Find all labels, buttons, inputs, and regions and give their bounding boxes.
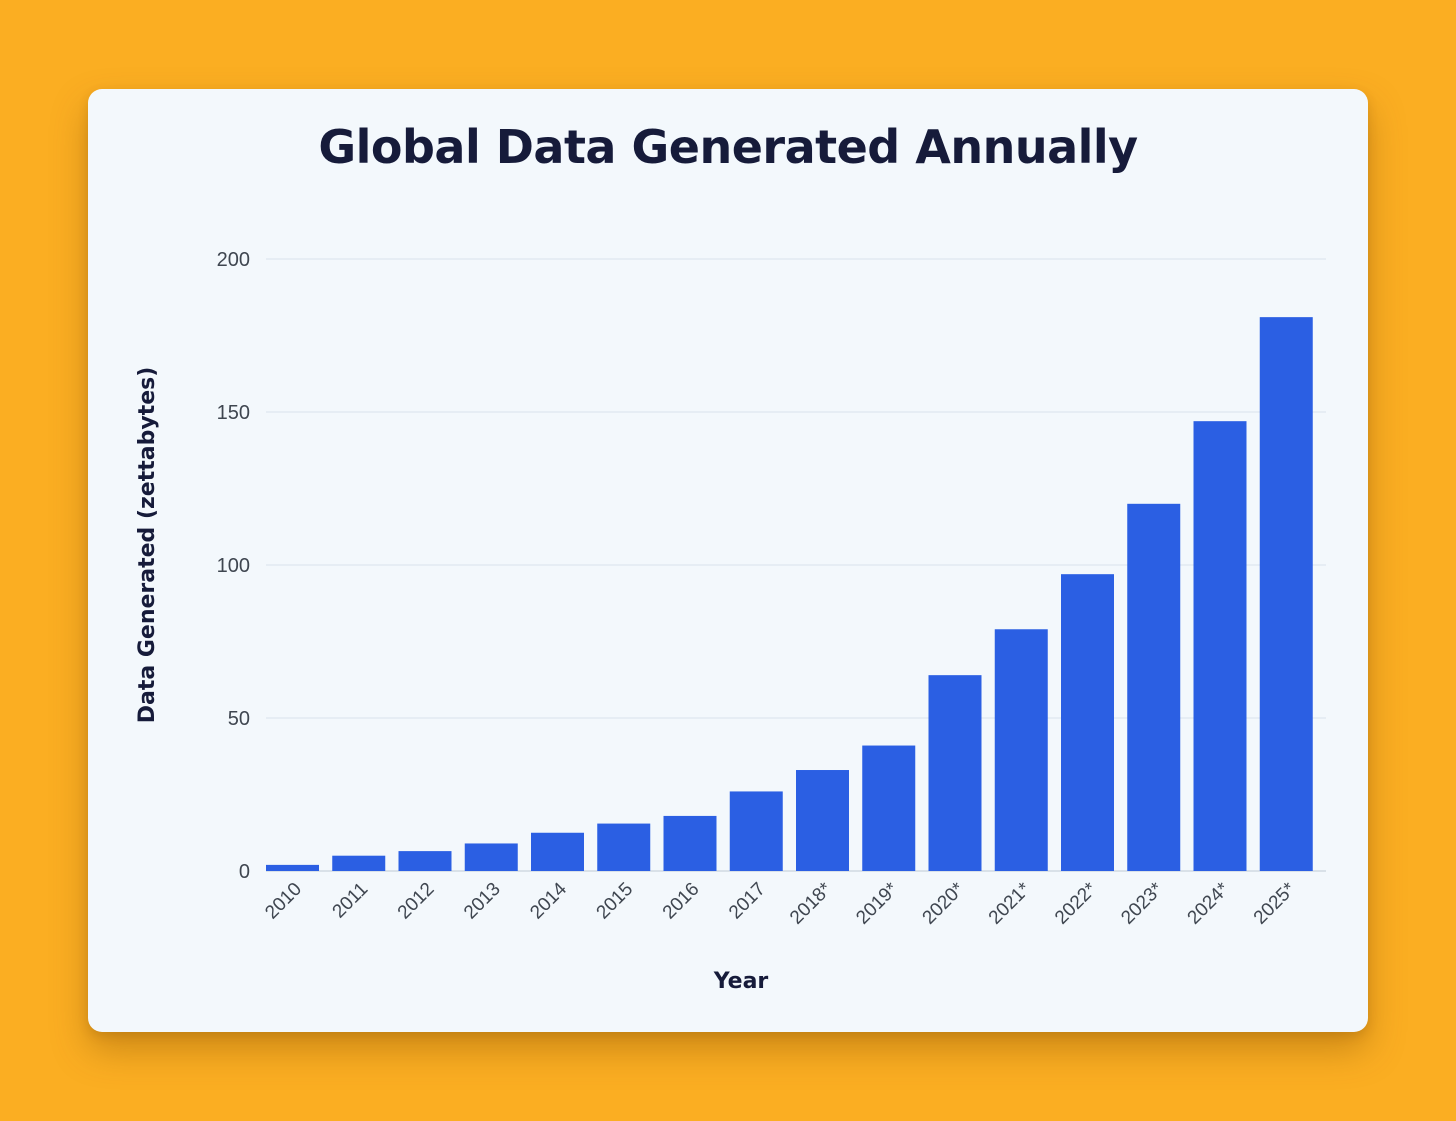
bar-2012 [398,851,452,871]
x-tick-label: 2012 [394,879,439,924]
x-tick-label: 2018* [786,878,836,928]
x-tick-label: 2010 [261,879,306,924]
x-tick-label: 2016 [659,879,704,924]
bar-2025-est [1259,317,1313,871]
y-axis-ticks: 0 50 100 150 200 [217,249,250,883]
y-axis-title: Data Generated (zettabytes) [135,367,160,724]
y-tick-label: 50 [228,708,250,730]
x-tick-label: 2021* [985,878,1035,928]
bar-2018-est [796,770,849,871]
x-tick-label: 2014 [526,878,571,923]
x-tick-label: 2015 [593,879,638,924]
x-tick-label: 2025* [1250,878,1300,928]
y-tick-label: 0 [239,861,250,883]
bar-2013 [464,843,518,871]
x-tick-label: 2019* [852,878,902,928]
y-tick-label: 150 [217,402,250,424]
bar-2022-est [1061,574,1114,871]
bar-2023-est [1127,503,1181,871]
x-tick-label: 2020* [919,878,969,928]
bar-2019-est [862,745,916,871]
bar-2015 [597,823,651,871]
x-tick-label: 2013 [460,879,505,924]
x-axis-title: Year [713,969,769,994]
x-tick-label: 2017 [725,879,770,924]
bar-2014 [531,832,584,871]
y-tick-label: 200 [217,249,250,271]
bar-2021-est [994,629,1048,871]
bar-2020-est [928,675,982,871]
x-tick-label: 2011 [329,879,373,923]
bars [266,317,1313,871]
x-tick-label: 2023* [1117,878,1167,928]
x-tick-label: 2024* [1184,878,1234,928]
y-tick-label: 100 [217,555,250,577]
chart-title: Global Data Generated Annually [318,120,1138,174]
bar-2017 [729,791,783,871]
bar-2024-est [1193,421,1247,871]
bar-2011 [332,855,386,871]
bar-2010 [266,864,319,871]
bar-2016 [663,815,717,871]
x-axis-ticks: 2010 2011 2012 2013 2014 2015 2016 2017 2018* 201… [261,878,1300,928]
x-tick-label: 2022* [1051,878,1101,928]
